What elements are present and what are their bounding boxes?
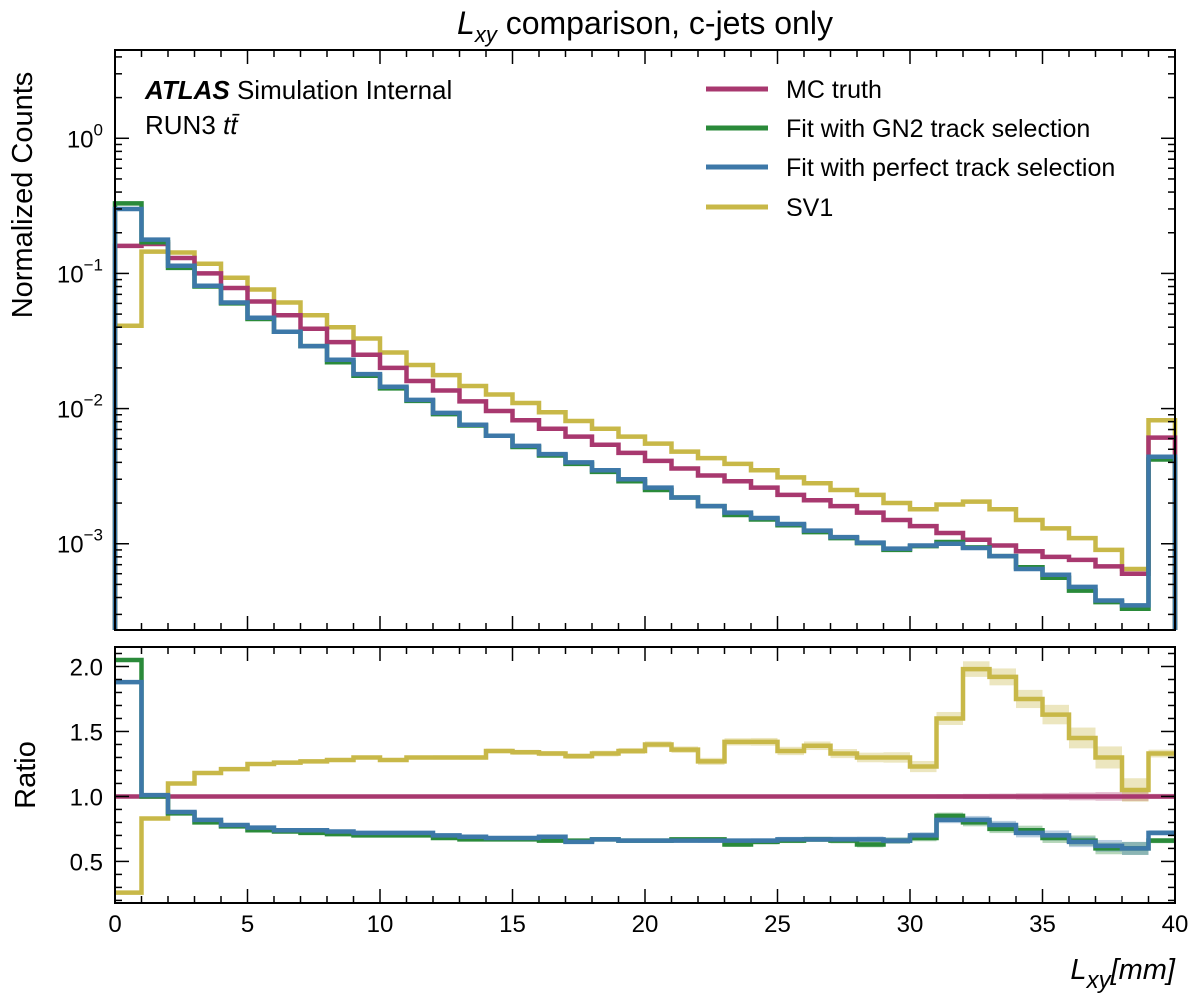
main-y-tick-exp: −1 [84, 255, 103, 274]
x-axis-label: Lxy[mm] [1070, 954, 1176, 994]
x-tick-label: 5 [241, 911, 254, 938]
main-y-tick-exp: −3 [84, 526, 103, 545]
x-tick-label: 25 [764, 911, 791, 938]
x-axis-label-symbol: L [1070, 954, 1086, 986]
run-label: RUN3 tt̄ [145, 110, 240, 140]
main-series-group [112, 201, 1178, 630]
ratio-plot-frame [114, 646, 1176, 904]
main-y-tick-base: 10 [67, 126, 94, 153]
ratio-series-2 [115, 679, 1175, 851]
ratio-panel: 0 5 10 15 20 25 30 35 40 0.5 1.0 1.5 2.0 Ratio [10, 646, 1189, 938]
legend-label-mc-truth: MC truth [786, 76, 882, 104]
x-tick-label: 40 [1162, 911, 1189, 938]
x-tick-label: 10 [367, 911, 394, 938]
x-axis-label-unit: [mm] [1110, 954, 1176, 986]
chart-title-subscript: xy [474, 22, 499, 47]
chart-title: Lxy comparison, c-jets only [457, 5, 833, 47]
x-tick-label: 0 [108, 911, 121, 938]
ratio-y-tick-label: 1.0 [70, 784, 103, 811]
legend-label-perfect: Fit with perfect track selection [786, 154, 1115, 182]
x-axis-label-subscript: xy [1086, 967, 1113, 994]
main-y-tick-label: 10−1 [57, 255, 103, 288]
ratio-series-group [115, 657, 1175, 895]
main-y-tick-label: 10−2 [57, 391, 103, 424]
main-y-tick-base: 10 [57, 261, 84, 288]
atlas-label-bold: ATLAS [144, 75, 230, 105]
main-y-tick-base: 10 [57, 397, 84, 424]
main-y-tick-exp: 0 [94, 120, 103, 139]
run-label-process: tt̄ [223, 110, 240, 140]
x-tick-label: 30 [897, 911, 924, 938]
ratio-y-axis-label: Ratio [10, 741, 42, 809]
atlas-label-rest: Simulation Internal [230, 75, 453, 105]
main-y-tick-label: 100 [67, 120, 103, 153]
main-y-tick-base: 10 [57, 532, 84, 559]
x-tick-label: 35 [1029, 911, 1056, 938]
chart-title-text: comparison, c-jets only [497, 5, 833, 41]
ratio-y-tick-label: 0.5 [70, 849, 103, 876]
main-series-3 [112, 249, 1178, 630]
main-y-tick-label: 10−3 [57, 526, 103, 559]
legend: MC truth Fit with GN2 track selection Fi… [706, 76, 1115, 222]
x-tick-label: 20 [632, 911, 659, 938]
atlas-label: ATLAS Simulation Internal [144, 75, 452, 105]
ratio-ticks: 0 5 10 15 20 25 30 35 40 0.5 1.0 1.5 2.0 [70, 647, 1189, 938]
legend-label-sv1: SV1 [786, 194, 833, 222]
legend-label-gn2: Fit with GN2 track selection [786, 115, 1090, 143]
main-plot-frame [114, 49, 1176, 631]
main-series-0 [112, 241, 1178, 630]
x-tick-label: 15 [499, 911, 526, 938]
main-series-2 [112, 206, 1178, 630]
ratio-series-3 [115, 666, 1175, 895]
main-y-axis-label: Normalized Counts [7, 72, 39, 319]
ratio-y-tick-label: 2.0 [70, 654, 103, 681]
chart-title-symbol: L [457, 5, 475, 41]
ratio-y-tick-label: 1.5 [70, 719, 103, 746]
run-label-text: RUN3 [145, 110, 223, 140]
main-y-tick-exp: −2 [84, 391, 103, 410]
